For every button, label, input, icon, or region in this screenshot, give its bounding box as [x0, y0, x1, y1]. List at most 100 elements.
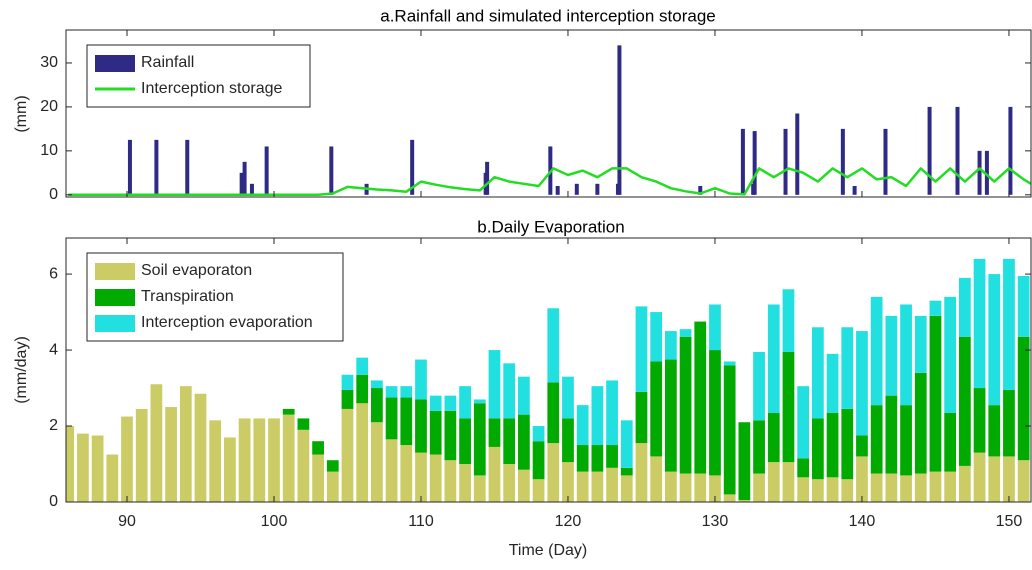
legend-label: Interception storage	[141, 80, 283, 97]
bar-segment	[620, 467, 633, 476]
bar-segment	[650, 312, 663, 362]
bar-segment	[429, 410, 442, 455]
bar-segment	[562, 418, 574, 463]
bar-segment	[547, 308, 560, 383]
bar-segment	[312, 454, 324, 502]
bar-segment	[356, 357, 369, 375]
bar-segment	[620, 420, 633, 468]
bar-segment	[532, 441, 545, 480]
x-tick-label: 130	[702, 513, 729, 530]
bar-segment	[576, 471, 589, 502]
bar-segment	[826, 412, 839, 478]
bar-segment	[606, 380, 618, 446]
bar-segment	[282, 414, 295, 502]
rain-bar	[883, 128, 888, 195]
bar-segment	[415, 452, 427, 502]
bar-segment	[1003, 389, 1015, 457]
bar-segment	[150, 384, 163, 502]
rain-bar	[927, 106, 932, 195]
chart-title: a.Rainfall and simulated interception st…	[380, 6, 715, 25]
rain-bar	[249, 183, 254, 195]
x-tick-label: 100	[261, 513, 288, 530]
bar-segment	[77, 433, 89, 502]
axes-frame	[65, 237, 1032, 503]
bar-segment	[503, 418, 516, 465]
bar-segment	[797, 386, 810, 459]
bar-segment	[547, 443, 560, 502]
y-tick-label: 4	[49, 341, 58, 358]
bar-segment	[929, 300, 942, 316]
bar-segment	[341, 389, 354, 409]
bar-segment	[694, 473, 707, 502]
legend-swatch	[95, 289, 135, 306]
bar-segment	[341, 374, 354, 390]
bar-segment	[723, 365, 736, 495]
bar-segment	[650, 361, 663, 457]
bar-segment	[209, 420, 222, 502]
bar-segment	[811, 479, 824, 502]
bar-segment	[106, 454, 119, 502]
bar-segment	[958, 465, 971, 502]
bar-segment	[973, 452, 986, 502]
bar-segment	[1017, 275, 1030, 337]
bar-segment	[664, 331, 677, 360]
rain-bar	[242, 161, 247, 195]
x-tick-label: 110	[408, 513, 434, 530]
bar-segment	[488, 350, 501, 419]
bar-segment	[238, 418, 251, 502]
rain-bar	[955, 106, 960, 195]
rain-bar	[984, 150, 989, 195]
bar-segment	[635, 443, 648, 502]
bar-segment	[841, 327, 854, 409]
rain-bar	[783, 128, 788, 195]
bar-segment	[135, 408, 148, 502]
bar-segment	[473, 475, 486, 502]
rain-bar	[127, 139, 132, 195]
bar-segment	[900, 475, 912, 502]
bar-segment	[709, 475, 721, 502]
bar-segment	[679, 336, 692, 474]
y-axis-label: (mm)	[13, 95, 30, 132]
bar-segment	[870, 405, 883, 474]
legend-swatch	[95, 315, 135, 332]
bar-segment	[914, 473, 927, 502]
bar-segment	[914, 372, 927, 474]
rain-bar	[595, 183, 600, 195]
rain-bar	[264, 146, 269, 195]
bar-segment	[488, 446, 501, 502]
bar-segment	[694, 321, 707, 474]
legend-label: Interception evaporation	[141, 314, 313, 331]
bar-segment	[1017, 336, 1030, 461]
bar-segment	[400, 445, 413, 502]
x-axis-label: Time (Day)	[509, 542, 588, 559]
rain-bar	[185, 139, 190, 195]
bar-segment	[312, 441, 324, 455]
rain-bar	[555, 186, 560, 195]
bar-segment	[562, 376, 574, 419]
legend-swatch	[95, 55, 135, 72]
bar-segment	[371, 380, 383, 389]
bar-segment	[664, 471, 677, 502]
x-tick-label: 90	[118, 513, 136, 530]
bar-segment	[1017, 460, 1030, 502]
bar-segment	[679, 473, 692, 502]
bar-segment	[517, 414, 530, 470]
bar-segment	[488, 418, 501, 447]
y-tick-label: 0	[49, 186, 58, 203]
bar-segment	[973, 258, 986, 389]
y-tick-label: 20	[40, 98, 58, 115]
bar-segment	[709, 350, 721, 476]
bar-segment	[885, 473, 898, 502]
bar-segment	[385, 397, 398, 440]
bar-segment	[268, 418, 280, 502]
rain-bar	[698, 186, 703, 195]
legend	[86, 44, 311, 108]
bar-segment	[576, 405, 589, 446]
bar-segment	[297, 418, 310, 430]
axes-frame	[65, 29, 1032, 198]
bar-segment	[282, 408, 295, 415]
bar-segment	[517, 469, 530, 502]
bar-segment	[753, 473, 765, 502]
bar-segment	[444, 460, 457, 502]
